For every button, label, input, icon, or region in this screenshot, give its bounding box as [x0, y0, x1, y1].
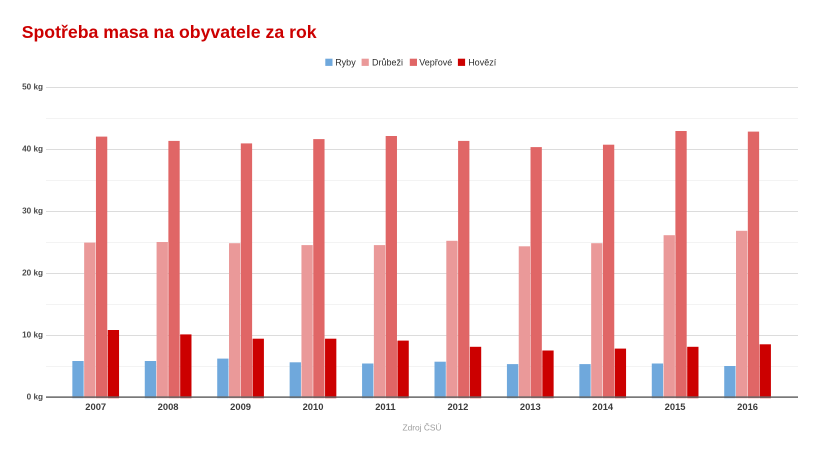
- svg-text:Zdroj ČSÚ: Zdroj ČSÚ: [402, 423, 441, 433]
- svg-text:Ryby: Ryby: [335, 58, 356, 68]
- svg-text:Hovězí: Hovězí: [468, 58, 497, 68]
- svg-text:Vepřové: Vepřové: [419, 58, 452, 68]
- svg-text:2013: 2013: [520, 401, 541, 412]
- svg-text:2011: 2011: [375, 401, 395, 412]
- svg-text:50 kg: 50 kg: [22, 83, 43, 92]
- svg-text:2008: 2008: [158, 401, 179, 412]
- svg-text:2007: 2007: [85, 401, 106, 412]
- svg-text:2016: 2016: [737, 401, 758, 412]
- svg-text:2009: 2009: [230, 401, 251, 412]
- svg-text:0 kg: 0 kg: [27, 393, 43, 402]
- svg-text:2014: 2014: [592, 401, 614, 412]
- svg-text:2015: 2015: [665, 401, 686, 412]
- svg-text:Drůbeži: Drůbeži: [372, 58, 403, 68]
- svg-text:30 kg: 30 kg: [22, 207, 43, 216]
- svg-text:20 kg: 20 kg: [22, 269, 43, 278]
- svg-text:10 kg: 10 kg: [22, 331, 43, 340]
- svg-text:2010: 2010: [303, 401, 324, 412]
- svg-text:40 kg: 40 kg: [22, 145, 43, 154]
- svg-text:2012: 2012: [447, 401, 468, 412]
